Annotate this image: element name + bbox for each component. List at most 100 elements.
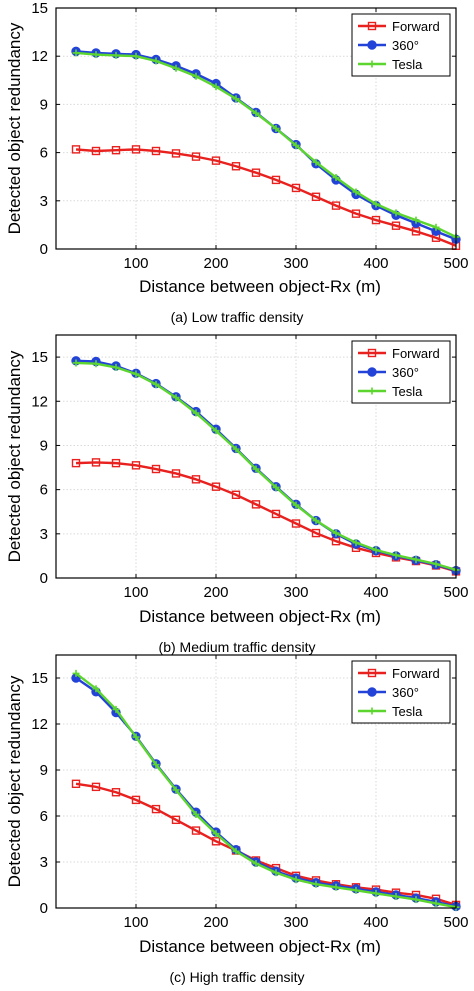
x-tick-label: 400 <box>363 255 388 272</box>
data-point <box>372 546 380 554</box>
data-point <box>292 876 300 884</box>
data-point <box>192 409 200 417</box>
x-tick-label: 300 <box>283 255 308 272</box>
data-point <box>112 705 120 713</box>
data-point <box>172 394 180 402</box>
legend-marker <box>368 60 376 68</box>
data-point <box>272 483 280 491</box>
x-axis-label: Distance between object-Rx (m) <box>139 607 381 626</box>
data-point <box>351 209 361 218</box>
x-tick-label: 100 <box>123 255 148 272</box>
data-point <box>171 469 181 478</box>
data-point <box>132 370 140 378</box>
legend-marker <box>367 367 377 377</box>
data-point <box>271 509 281 519</box>
legend-label: 360° <box>392 365 419 380</box>
data-point <box>212 83 220 91</box>
y-tick-label: 0 <box>40 570 48 587</box>
legend-marker <box>368 707 376 715</box>
y-axis-label: Detected object redundancy <box>5 350 24 562</box>
data-point <box>332 174 340 182</box>
data-point <box>392 893 400 900</box>
y-tick-label: 0 <box>40 241 48 258</box>
y-tick-label: 3 <box>40 526 48 543</box>
legend-label: Tesla <box>392 57 423 72</box>
data-point <box>171 149 181 158</box>
legend: Forward 360° Tesla <box>351 660 451 724</box>
data-point <box>231 490 241 499</box>
data-point <box>131 145 141 154</box>
data-point <box>92 360 100 368</box>
data-point <box>72 359 80 367</box>
legend-label: Forward <box>392 666 440 681</box>
y-axis-label: Detected object redundancy <box>5 675 24 887</box>
data-point <box>151 804 161 814</box>
x-tick-label: 200 <box>203 255 228 272</box>
data-point <box>392 551 400 559</box>
data-point <box>212 830 220 838</box>
x-tick-label: 100 <box>123 584 148 601</box>
data-point <box>192 810 200 818</box>
data-point <box>191 152 201 161</box>
data-point <box>131 461 141 470</box>
y-tick-label: 12 <box>31 716 48 733</box>
data-point <box>111 788 121 797</box>
legend-label: 360° <box>392 685 419 700</box>
legend-marker <box>367 348 377 358</box>
data-point <box>272 125 280 132</box>
data-point <box>72 49 80 57</box>
data-point <box>111 145 121 155</box>
data-point <box>212 427 220 435</box>
y-axis-label: Detected object redundancy <box>5 22 24 234</box>
y-tick-label: 9 <box>40 96 48 113</box>
legend-marker <box>367 687 377 697</box>
chart-panel-low-traffic: 100 200 300 400 500 0 3 6 9 12 15 Distance between … <box>5 0 469 325</box>
plot-frame <box>55 334 457 579</box>
data-point <box>151 146 161 156</box>
data-point <box>332 529 340 537</box>
data-point <box>292 141 300 149</box>
data-point <box>251 500 261 509</box>
x-tick-label: 500 <box>443 914 468 931</box>
legend-marker <box>367 21 377 31</box>
data-point <box>331 201 341 210</box>
x-tick-label: 400 <box>363 914 388 931</box>
legend-label: Tesla <box>392 704 423 719</box>
data-point <box>191 475 201 484</box>
y-tick-label: 12 <box>31 48 48 65</box>
data-point <box>312 880 320 888</box>
y-tick-label: 15 <box>31 670 48 687</box>
x-axis-label: Distance between object-Rx (m) <box>139 277 381 296</box>
x-axis-label: Distance between object-Rx (m) <box>139 937 381 956</box>
data-point <box>191 826 201 835</box>
data-point <box>231 162 241 171</box>
y-tick-label: 3 <box>40 193 48 210</box>
chart-caption: (b) Medium traffic density <box>159 639 316 655</box>
y-tick-label: 15 <box>31 349 48 366</box>
data-point <box>91 146 101 156</box>
data-point <box>131 795 141 805</box>
data-point <box>172 64 180 72</box>
data-point <box>372 889 380 897</box>
legend-label: 360° <box>392 38 419 53</box>
data-point <box>392 209 400 217</box>
data-point <box>152 761 160 769</box>
data-point <box>91 782 101 792</box>
data-point <box>232 445 240 453</box>
x-tick-label: 100 <box>123 914 148 931</box>
data-point <box>312 517 320 525</box>
data-point <box>92 51 100 59</box>
data-point <box>372 200 380 208</box>
data-point <box>112 51 120 59</box>
plot-frame <box>55 654 457 909</box>
legend-label: Forward <box>392 19 440 34</box>
y-tick-label: 6 <box>40 145 48 162</box>
data-point <box>152 57 160 65</box>
legend: Forward 360° Tesla <box>351 13 451 77</box>
data-point <box>332 883 340 891</box>
data-point <box>432 899 440 907</box>
data-point <box>192 72 200 80</box>
data-point <box>71 779 81 788</box>
y-tick-label: 15 <box>31 0 48 17</box>
